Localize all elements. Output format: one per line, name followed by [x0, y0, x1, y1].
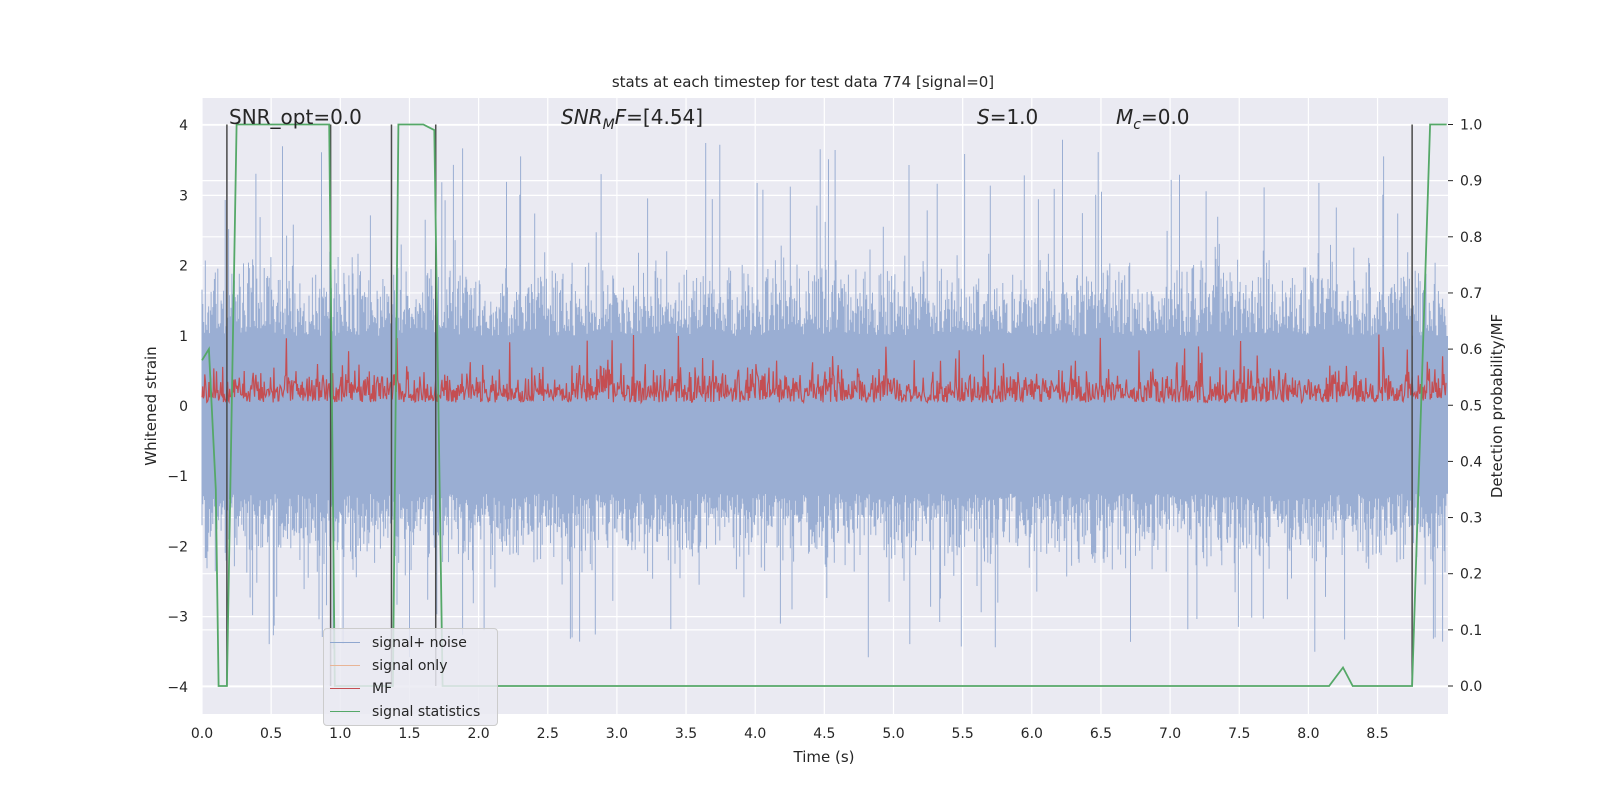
- legend-swatch: [330, 688, 360, 689]
- y2-tick-label: 0.5: [1460, 398, 1482, 414]
- legend-item-mf: MF: [324, 679, 497, 699]
- legend-label: MF: [372, 681, 393, 697]
- x-tick-label: 8.5: [1366, 726, 1388, 742]
- y2-tick-label: 0.9: [1460, 174, 1482, 190]
- x-tick-label: 8.0: [1297, 726, 1319, 742]
- y2-tick-label: 0.1: [1460, 623, 1482, 639]
- signal-statistics-line: [201, 123, 1447, 687]
- x-tick-label: 0.5: [260, 726, 282, 742]
- y2-tick-label: 0.8: [1460, 230, 1482, 246]
- x-tick-label: 4.0: [744, 726, 766, 742]
- x-tick-label: 0.0: [191, 726, 213, 742]
- legend-swatch: [330, 711, 360, 712]
- chart-title: stats at each timestep for test data 774…: [612, 73, 994, 91]
- series-mf: [201, 334, 1447, 405]
- x-tick-label: 7.5: [1228, 726, 1250, 742]
- y2-tick-label: 0.7: [1460, 286, 1482, 302]
- x-tick-label: 3.0: [606, 726, 628, 742]
- noise-trace: [201, 139, 1447, 658]
- x-tick-label: 7.0: [1159, 726, 1181, 742]
- y2-tick-label: 0.3: [1460, 511, 1482, 527]
- legend-swatch: [330, 642, 360, 643]
- legend-label: signal only: [372, 658, 448, 674]
- x-tick-label: 5.0: [882, 726, 904, 742]
- annotation-snr-mf: SNRMF=[4.54]: [561, 105, 703, 133]
- legend-swatch: [330, 665, 360, 666]
- y2-tick-label: 0.0: [1460, 679, 1482, 695]
- annotation-mc: Mc=0.0: [1116, 105, 1190, 133]
- y-tick-label: −4: [167, 680, 188, 696]
- x-tick-label: 3.5: [675, 726, 697, 742]
- x-tick-label: 4.5: [813, 726, 835, 742]
- legend-item-signal-only: signal only: [324, 656, 497, 676]
- y-tick-label: 1: [179, 329, 188, 345]
- y2-axis-label: Detection probability/MF: [1488, 314, 1506, 498]
- mf-line: [201, 334, 1447, 405]
- y2-tick-label: 1.0: [1460, 118, 1482, 134]
- x-tick-label: 2.5: [537, 726, 559, 742]
- y2-tick-labels: 1.0 0.9 0.8 0.7 0.6 0.5 0.4 0.3 0.2 0.1 0.0: [1448, 118, 1482, 695]
- x-tick-label: 1.0: [329, 726, 351, 742]
- y-axis-label: Whitened strain: [142, 346, 160, 465]
- x-tick-label: 1.5: [398, 726, 420, 742]
- x-tick-label: 2.0: [467, 726, 489, 742]
- legend-item-signal-statistics: signal statistics: [324, 702, 497, 722]
- annotations: SNR_opt=0.0 SNRMF=[4.54] S=1.0 Mc=0.0: [229, 105, 1190, 133]
- legend-label: signal statistics: [372, 704, 481, 720]
- y2-tick-label: 0.6: [1460, 342, 1482, 358]
- y-tick-label: −3: [167, 610, 188, 626]
- x-axis-label: Time (s): [793, 748, 855, 766]
- legend-label: signal+ noise: [372, 635, 467, 651]
- x-tick-label: 6.5: [1090, 726, 1112, 742]
- annotation-snr-opt: SNR_opt=0.0: [229, 105, 362, 129]
- y2-tick-label: 0.2: [1460, 567, 1482, 583]
- y-tick-label: −1: [167, 469, 188, 485]
- x-tick-label: 6.0: [1021, 726, 1043, 742]
- y-tick-label: 3: [179, 188, 188, 204]
- y-tick-label: 2: [179, 259, 188, 275]
- y2-tick-label: 0.4: [1460, 454, 1482, 470]
- x-tick-label: 5.5: [952, 726, 974, 742]
- annotation-s: S=1.0: [977, 105, 1038, 129]
- legend: signal+ noise signal only MF signal stat…: [323, 628, 498, 726]
- y-tick-label: 4: [179, 118, 188, 134]
- y-tick-label: 0: [179, 399, 188, 415]
- series-signal-statistics: [201, 123, 1447, 687]
- y-tick-labels: 4 3 2 1 0 −1 −2 −3 −4: [167, 118, 188, 696]
- y-tick-label: −2: [167, 539, 188, 555]
- legend-item-signal-noise: signal+ noise: [324, 633, 497, 653]
- x-tick-labels: 0.0 0.5 1.0 1.5 2.0 2.5 3.0 3.5 4.0 4.5 5.0 5.5 6.0 6…: [191, 726, 1389, 742]
